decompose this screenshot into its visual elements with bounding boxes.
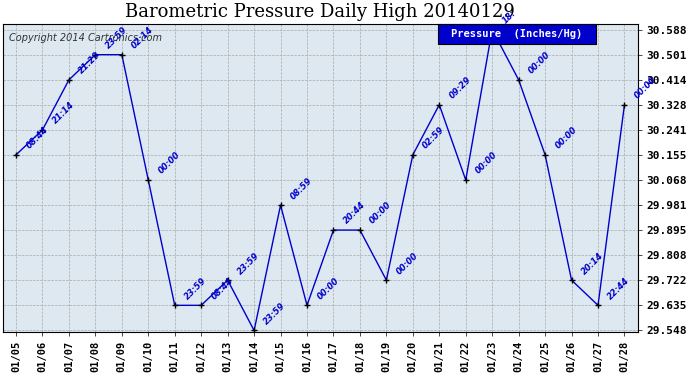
Text: 00:00: 00:00	[633, 75, 658, 100]
Text: 02:14: 02:14	[130, 25, 155, 51]
Text: 23:59: 23:59	[183, 276, 208, 301]
Text: 23:59: 23:59	[104, 25, 129, 51]
Text: 21:29: 21:29	[77, 50, 103, 76]
Text: 00:00: 00:00	[395, 251, 420, 276]
Text: 00:00: 00:00	[527, 50, 553, 76]
Text: 00:00: 00:00	[474, 150, 500, 176]
Title: Barometric Pressure Daily High 20140129: Barometric Pressure Daily High 20140129	[126, 3, 515, 21]
Text: 08:59: 08:59	[289, 176, 314, 201]
Text: 22:44: 22:44	[607, 276, 632, 301]
Text: 20:14: 20:14	[580, 251, 605, 276]
Text: 08:44: 08:44	[210, 276, 235, 301]
Text: 00:00: 00:00	[368, 201, 393, 226]
Text: 23:59: 23:59	[236, 251, 262, 276]
Text: 00:00: 00:00	[315, 276, 341, 301]
Text: 09:29: 09:29	[448, 75, 473, 100]
Text: 00:00: 00:00	[553, 125, 579, 151]
Text: 02:59: 02:59	[421, 125, 446, 151]
Text: 08:44: 08:44	[24, 125, 50, 151]
Text: 20:44: 20:44	[342, 201, 367, 226]
Text: 23:59: 23:59	[262, 301, 288, 326]
Text: Pressure  (Inches/Hg): Pressure (Inches/Hg)	[451, 29, 582, 39]
FancyBboxPatch shape	[437, 24, 596, 44]
Text: 21:14: 21:14	[51, 100, 76, 126]
Text: 00:00: 00:00	[157, 150, 182, 176]
Text: Copyright 2014 Cartronics.com: Copyright 2014 Cartronics.com	[9, 33, 162, 43]
Text: 18:: 18:	[500, 8, 518, 26]
